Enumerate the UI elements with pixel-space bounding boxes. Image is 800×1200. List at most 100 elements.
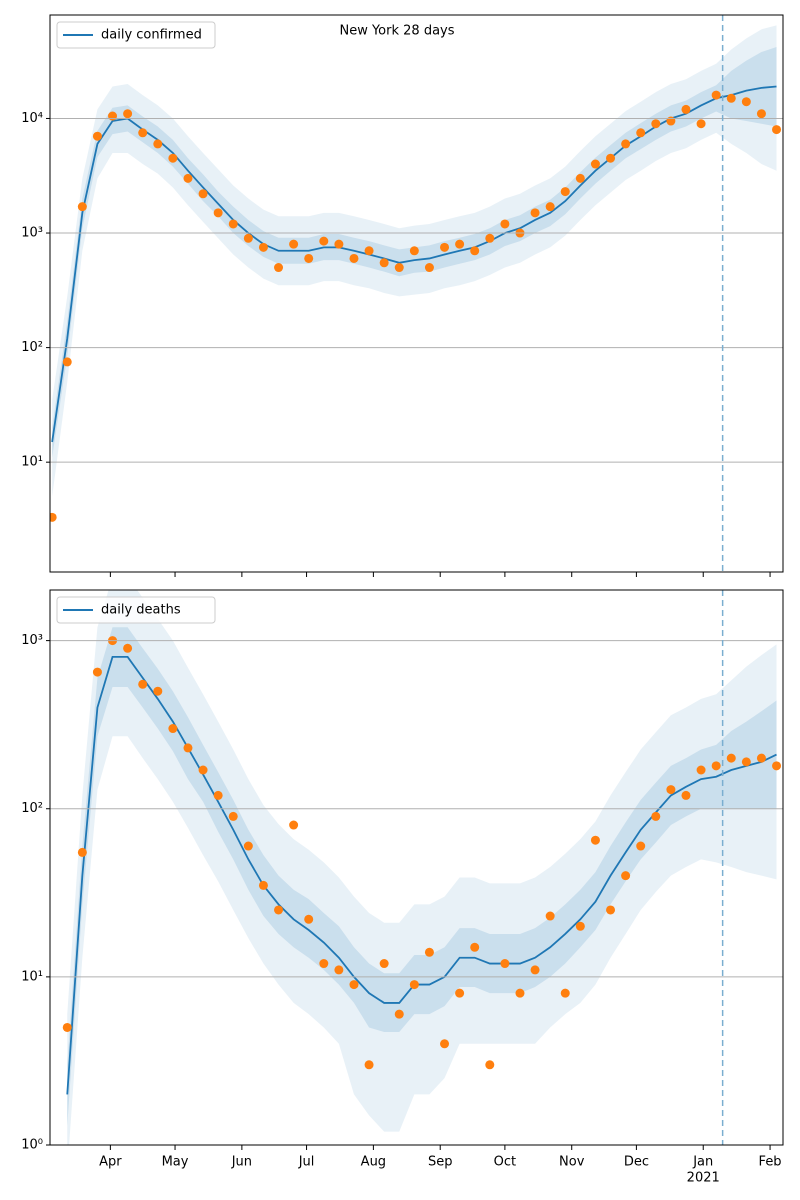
uncertainty-band xyxy=(67,627,777,1126)
observed-point xyxy=(138,128,148,138)
observed-point xyxy=(560,187,570,197)
y-tick-label: 10⁰ xyxy=(21,1138,43,1153)
observed-point xyxy=(711,761,721,771)
observed-point xyxy=(108,111,118,121)
observed-point xyxy=(153,686,163,696)
observed-point xyxy=(304,914,314,924)
observed-point xyxy=(575,173,585,183)
observed-point xyxy=(500,959,510,969)
observed-point xyxy=(50,512,57,522)
observed-point xyxy=(334,239,344,249)
observed-point xyxy=(681,104,691,114)
observed-point xyxy=(274,263,284,273)
observed-point xyxy=(726,93,736,103)
observed-point xyxy=(123,109,133,119)
observed-point xyxy=(424,263,434,273)
observed-point xyxy=(62,357,72,367)
observed-point xyxy=(772,125,782,135)
plot-area xyxy=(50,25,782,522)
x-tick-label: Jun xyxy=(231,1155,252,1170)
observed-point xyxy=(198,765,208,775)
observed-point xyxy=(168,153,178,163)
observed-point xyxy=(289,239,299,249)
legend-label: daily deaths xyxy=(101,603,181,618)
observed-point xyxy=(213,208,223,218)
observed-point xyxy=(590,835,600,845)
observed-point xyxy=(455,988,465,998)
observed-point xyxy=(258,242,268,252)
observed-point xyxy=(575,921,585,931)
y-tick-label: 10¹ xyxy=(21,969,43,984)
observed-point xyxy=(168,724,178,734)
observed-point xyxy=(77,202,87,212)
observed-point xyxy=(409,246,419,256)
observed-point xyxy=(636,841,646,851)
x-tick-label: May xyxy=(162,1155,189,1170)
observed-point xyxy=(424,947,434,957)
observed-point xyxy=(364,1060,374,1070)
observed-point xyxy=(621,871,631,881)
observed-point xyxy=(183,743,193,753)
observed-point xyxy=(455,239,465,249)
observed-point xyxy=(606,153,616,163)
observed-point xyxy=(213,790,223,800)
x-tick-label: Feb xyxy=(759,1155,782,1170)
x-tick-label: Aug xyxy=(361,1155,386,1170)
observed-point xyxy=(289,820,299,830)
series-line xyxy=(66,656,777,1095)
plot-area xyxy=(62,590,782,1145)
observed-point xyxy=(590,159,600,169)
observed-point xyxy=(530,965,540,975)
observed-point xyxy=(621,139,631,149)
observed-point xyxy=(756,753,766,763)
observed-point xyxy=(530,208,540,218)
x-tick-label: Oct xyxy=(494,1155,516,1170)
y-tick-label: 10² xyxy=(21,801,43,816)
observed-point xyxy=(726,753,736,763)
observed-point xyxy=(319,236,329,246)
x-tick-label: Jan xyxy=(692,1155,713,1170)
observed-point xyxy=(741,97,751,107)
observed-point xyxy=(756,109,766,119)
observed-point xyxy=(62,1022,72,1032)
observed-point xyxy=(741,757,751,767)
annotation: 2021 xyxy=(687,1171,720,1186)
observed-point xyxy=(485,1060,495,1070)
observed-point xyxy=(470,246,480,256)
plot-frame xyxy=(49,589,784,1146)
observed-point xyxy=(198,189,208,199)
legend-label: daily confirmed xyxy=(101,28,202,43)
observed-point xyxy=(666,116,676,126)
observed-point xyxy=(77,847,87,857)
x-tick-label: Apr xyxy=(99,1155,122,1170)
observed-point xyxy=(274,905,284,915)
observed-point xyxy=(349,980,359,990)
observed-point xyxy=(123,643,133,653)
observed-point xyxy=(379,959,389,969)
observed-point xyxy=(394,1009,404,1019)
observed-point xyxy=(485,233,495,243)
observed-point xyxy=(606,905,616,915)
observed-point xyxy=(92,131,102,141)
observed-point xyxy=(772,761,782,771)
observed-point xyxy=(409,980,419,990)
observed-point xyxy=(304,253,314,263)
chart-title: New York 28 days xyxy=(339,24,454,39)
observed-point xyxy=(696,119,706,129)
observed-point xyxy=(545,202,555,212)
observed-point xyxy=(545,911,555,921)
observed-point xyxy=(470,942,480,952)
observed-point xyxy=(681,790,691,800)
observed-point xyxy=(228,811,238,821)
x-tick-label: Sep xyxy=(428,1155,453,1170)
observed-point xyxy=(183,173,193,183)
legend-box xyxy=(56,21,216,49)
observed-point xyxy=(92,667,102,677)
observed-point xyxy=(243,233,253,243)
observed-point xyxy=(560,988,570,998)
uncertainty-band xyxy=(67,590,777,1145)
observed-point xyxy=(636,128,646,138)
y-tick-label: 10² xyxy=(21,340,43,355)
plot-frame xyxy=(49,14,784,573)
